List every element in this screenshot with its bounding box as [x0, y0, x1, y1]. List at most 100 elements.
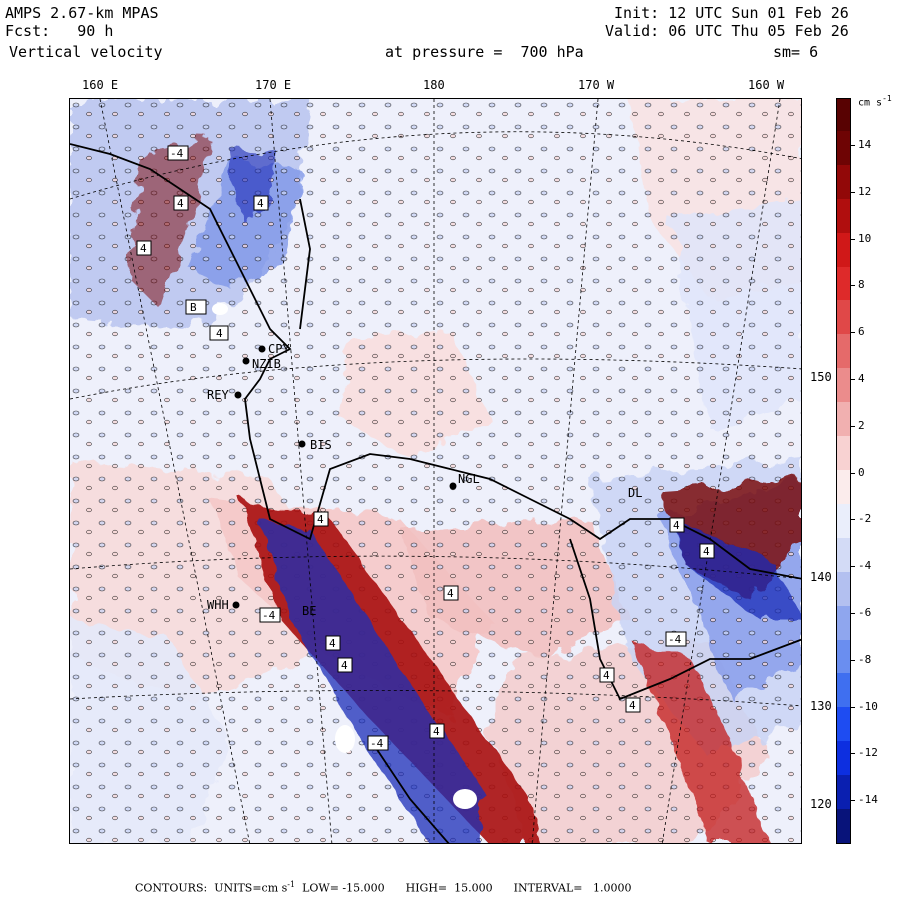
lon-label-170e: 170 E	[255, 78, 292, 92]
lon-label-160e: 160 E	[82, 78, 119, 92]
colorbar-tick	[850, 706, 855, 708]
colorbar-segment	[837, 741, 850, 776]
colorbar-tick-label: -10	[858, 699, 878, 713]
colorbar-tick	[850, 472, 855, 474]
colorbar-tick-label: 2	[858, 418, 865, 432]
coastline	[70, 143, 801, 843]
colorbar-tick	[850, 238, 855, 240]
svg-text:4: 4	[317, 513, 324, 526]
colorbar-segment	[837, 775, 850, 810]
station-dl: DL	[628, 486, 642, 500]
svg-text:4: 4	[257, 197, 264, 210]
colorbar-segment	[837, 571, 850, 606]
colorbar-tick	[850, 753, 855, 755]
vertical-velocity-map: CPY NZIB REY BIS NGL DL WHH BE 4 4 4 B 4…	[70, 99, 801, 843]
colorbar-segment	[837, 232, 850, 267]
svg-text:-4: -4	[262, 609, 276, 622]
map-panel: CPY NZIB REY BIS NGL DL WHH BE 4 4 4 B 4…	[69, 98, 802, 844]
colorbar-tick	[850, 191, 855, 193]
station-cpy: CPY	[268, 342, 290, 356]
svg-text:4: 4	[329, 637, 336, 650]
station-bis: BIS	[310, 438, 332, 452]
svg-text:-4: -4	[170, 147, 184, 160]
colorbar-tick-label: 12	[858, 184, 872, 198]
colorbar-tick	[850, 519, 855, 521]
colorbar-tick-label: 0	[858, 465, 865, 479]
svg-text:4: 4	[433, 725, 440, 738]
colorbar-segment	[837, 402, 850, 437]
colorbar-segment	[837, 673, 850, 708]
field-name: Vertical velocity	[9, 43, 163, 61]
colorbar-segment	[837, 198, 850, 233]
model-title: AMPS 2.67-km MPAS	[5, 4, 159, 22]
svg-text:4: 4	[216, 327, 223, 340]
svg-text:-4: -4	[668, 633, 682, 646]
colorbar-segment	[837, 469, 850, 504]
svg-text:4: 4	[603, 669, 610, 682]
svg-text:-4: -4	[370, 737, 384, 750]
colorbar-segment	[837, 300, 850, 335]
smoothing-value: sm= 6	[773, 43, 819, 61]
colorbar-segment	[837, 436, 850, 470]
colorbar-segment	[837, 130, 850, 165]
lon-label-170w: 170 W	[578, 78, 615, 92]
colorbar-segment	[837, 537, 850, 572]
svg-text:4: 4	[703, 545, 710, 558]
colorbar-segment	[837, 707, 850, 742]
colorbar-tick-label: -6	[858, 606, 872, 619]
colorbar-tick	[850, 800, 855, 802]
colorbar-tick	[850, 425, 855, 427]
station-be: BE	[302, 604, 316, 618]
station-whh: WHH	[207, 598, 229, 612]
forecast-hour: Fcst: 90 h	[5, 22, 114, 40]
lon-label-160w: 160 W	[748, 78, 785, 92]
svg-text:4: 4	[177, 197, 184, 210]
colorbar-tick	[850, 659, 855, 661]
data-voids	[212, 303, 477, 809]
svg-text:4: 4	[140, 242, 147, 255]
colorbar-tick	[850, 566, 855, 568]
valid-time: Valid: 06 UTC Thu 05 Feb 26	[605, 22, 849, 40]
svg-text:4: 4	[341, 659, 348, 672]
pressure-level: at pressure = 700 hPa	[385, 43, 584, 61]
contour-info: CONTOURS: UNITS=cm s-1 LOW= -15.000 HIGH…	[135, 880, 632, 895]
colorbar-tick-label: -14	[858, 793, 878, 807]
station-ngl: NGL	[458, 472, 480, 486]
colorbar-tick-label: -4	[858, 559, 872, 573]
colorbar-segment	[837, 334, 850, 369]
colorbar-segment	[837, 605, 850, 640]
colorbar	[836, 98, 851, 844]
colorbar-tick-label: 4	[858, 372, 865, 385]
colorbar-tick	[850, 285, 855, 287]
colorbar-tick-label: -12	[858, 746, 878, 760]
colorbar-tick	[850, 613, 855, 614]
svg-text:B: B	[190, 301, 197, 314]
colorbar-segment	[837, 368, 850, 403]
svg-text:4: 4	[447, 587, 454, 600]
colorbar-segment	[837, 639, 850, 674]
init-time: Init: 12 UTC Sun 01 Feb 26	[614, 4, 849, 22]
stations: CPY NZIB REY BIS NGL DL WHH BE	[207, 342, 642, 618]
field-labels: 4 4 4 B 4 4 -4 4 4 -4 4 4 4 4 4 -4 4 -4	[136, 145, 715, 751]
colorbar-tick-label: -8	[858, 652, 872, 666]
lon-label-180: 180	[423, 78, 445, 92]
colorbar-tick	[850, 145, 855, 146]
colorbar-tick-label: 14	[858, 138, 872, 151]
colorbar-tick	[850, 379, 855, 380]
svg-text:4: 4	[673, 519, 680, 532]
colorbar-segment	[837, 266, 850, 301]
colorbar-segment	[837, 809, 850, 843]
colorbar-tick-label: 8	[858, 278, 865, 292]
colorbar-tick-label: -2	[858, 512, 872, 526]
station-nzib: NZIB	[252, 357, 281, 371]
colorbar-tick-label: 10	[858, 231, 872, 245]
colorbar-segment	[837, 164, 850, 199]
station-rey: REY	[207, 388, 229, 402]
colorbar-tick	[850, 332, 855, 334]
colorbar-segment	[837, 99, 850, 131]
svg-text:4: 4	[629, 699, 636, 712]
graticule	[70, 99, 801, 843]
colorbar-segment	[837, 503, 850, 538]
colorbar-units: cm s-1	[858, 94, 892, 109]
colorbar-tick-label: 6	[858, 325, 865, 339]
